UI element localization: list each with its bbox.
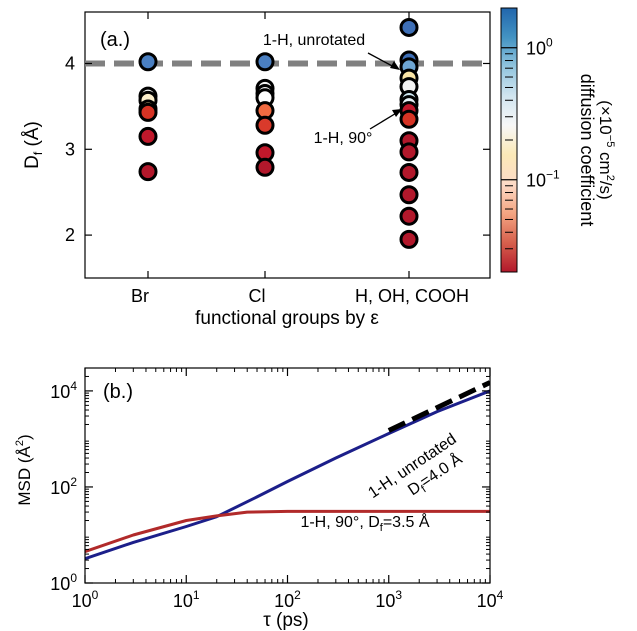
series-line bbox=[85, 509, 490, 554]
y-tick-label: 104 bbox=[50, 379, 77, 402]
data-point bbox=[255, 115, 275, 135]
panel-b: 100 101 102 103 104 100 102 104 (b.) MSD (Å2) τ… bbox=[14, 367, 504, 631]
x-tick-label: 101 bbox=[173, 588, 200, 611]
data-point bbox=[138, 102, 158, 122]
colorbar-tick-label: 100 bbox=[526, 36, 553, 59]
colorbar: 100 10−1 diffusion coefficient (×10−5 cm2… bbox=[500, 7, 616, 273]
y-tick-label: 100 bbox=[50, 571, 77, 594]
data-point bbox=[255, 52, 275, 72]
data-point bbox=[399, 162, 419, 182]
y-tick-label: 3 bbox=[65, 139, 75, 159]
annotation-text: 1-H, unrotated bbox=[263, 32, 365, 49]
x-tick-label: 103 bbox=[375, 588, 402, 611]
data-point bbox=[255, 157, 275, 177]
reference-slope-line bbox=[387, 380, 490, 433]
data-point bbox=[399, 185, 419, 205]
annotation-90deg: 1-H, 90° bbox=[306, 109, 402, 149]
y-axis-label: Df (Å) bbox=[22, 121, 45, 169]
data-point bbox=[399, 17, 419, 37]
series-line bbox=[85, 389, 490, 561]
data-point bbox=[138, 126, 158, 146]
data-point bbox=[399, 229, 419, 249]
data-point bbox=[138, 162, 158, 182]
panel-label: (a.) bbox=[100, 29, 130, 51]
x-axis-label: τ (ps) bbox=[263, 610, 309, 631]
y-tick-label: 102 bbox=[50, 475, 77, 498]
annotation-unrotated: 1-H, unrotated bbox=[247, 26, 400, 70]
annotation-arrow bbox=[367, 52, 397, 69]
data-point bbox=[399, 142, 419, 162]
panel-a-axes bbox=[84, 11, 491, 279]
panel-a: 2 3 4 Br Cl H, OH, COOH (a.) Df (Å) function… bbox=[22, 11, 491, 329]
y-tick-label: 4 bbox=[65, 53, 75, 73]
annotation-arrow bbox=[369, 111, 399, 130]
label-unrotated: 1-H, unrotated Df=4.0 Å bbox=[365, 431, 465, 502]
x-tick-label: H, OH, COOH bbox=[355, 286, 469, 306]
x-tick-label: 102 bbox=[274, 588, 301, 611]
x-tick-label: 104 bbox=[477, 588, 504, 611]
panel-label: (b.) bbox=[103, 381, 133, 403]
x-tick-label: Cl bbox=[249, 286, 266, 306]
data-point bbox=[138, 52, 158, 72]
y-axis-label: MSD (Å2) bbox=[14, 434, 34, 505]
colorbar-label: diffusion coefficient bbox=[577, 74, 597, 226]
x-tick-label: Br bbox=[131, 286, 149, 306]
colorbar-units: (×10−5 cm2/s) bbox=[596, 100, 616, 199]
label-90deg: 1-H, 90°, Df=3.5 Å bbox=[300, 512, 429, 534]
data-point bbox=[399, 206, 419, 226]
annotation-bg bbox=[247, 26, 382, 50]
data-point bbox=[399, 109, 419, 129]
annotation-text: 1-H, 90° bbox=[314, 130, 373, 147]
annotation-arrowhead bbox=[390, 61, 400, 70]
y-tick-label: 2 bbox=[65, 225, 75, 245]
x-axis-label: functional groups by ε bbox=[195, 308, 379, 329]
colorbar-tick-label: 10−1 bbox=[526, 168, 560, 191]
x-tick-label: 100 bbox=[72, 588, 99, 611]
annotation-arrowhead bbox=[392, 109, 402, 117]
annotation-bg bbox=[306, 125, 380, 149]
